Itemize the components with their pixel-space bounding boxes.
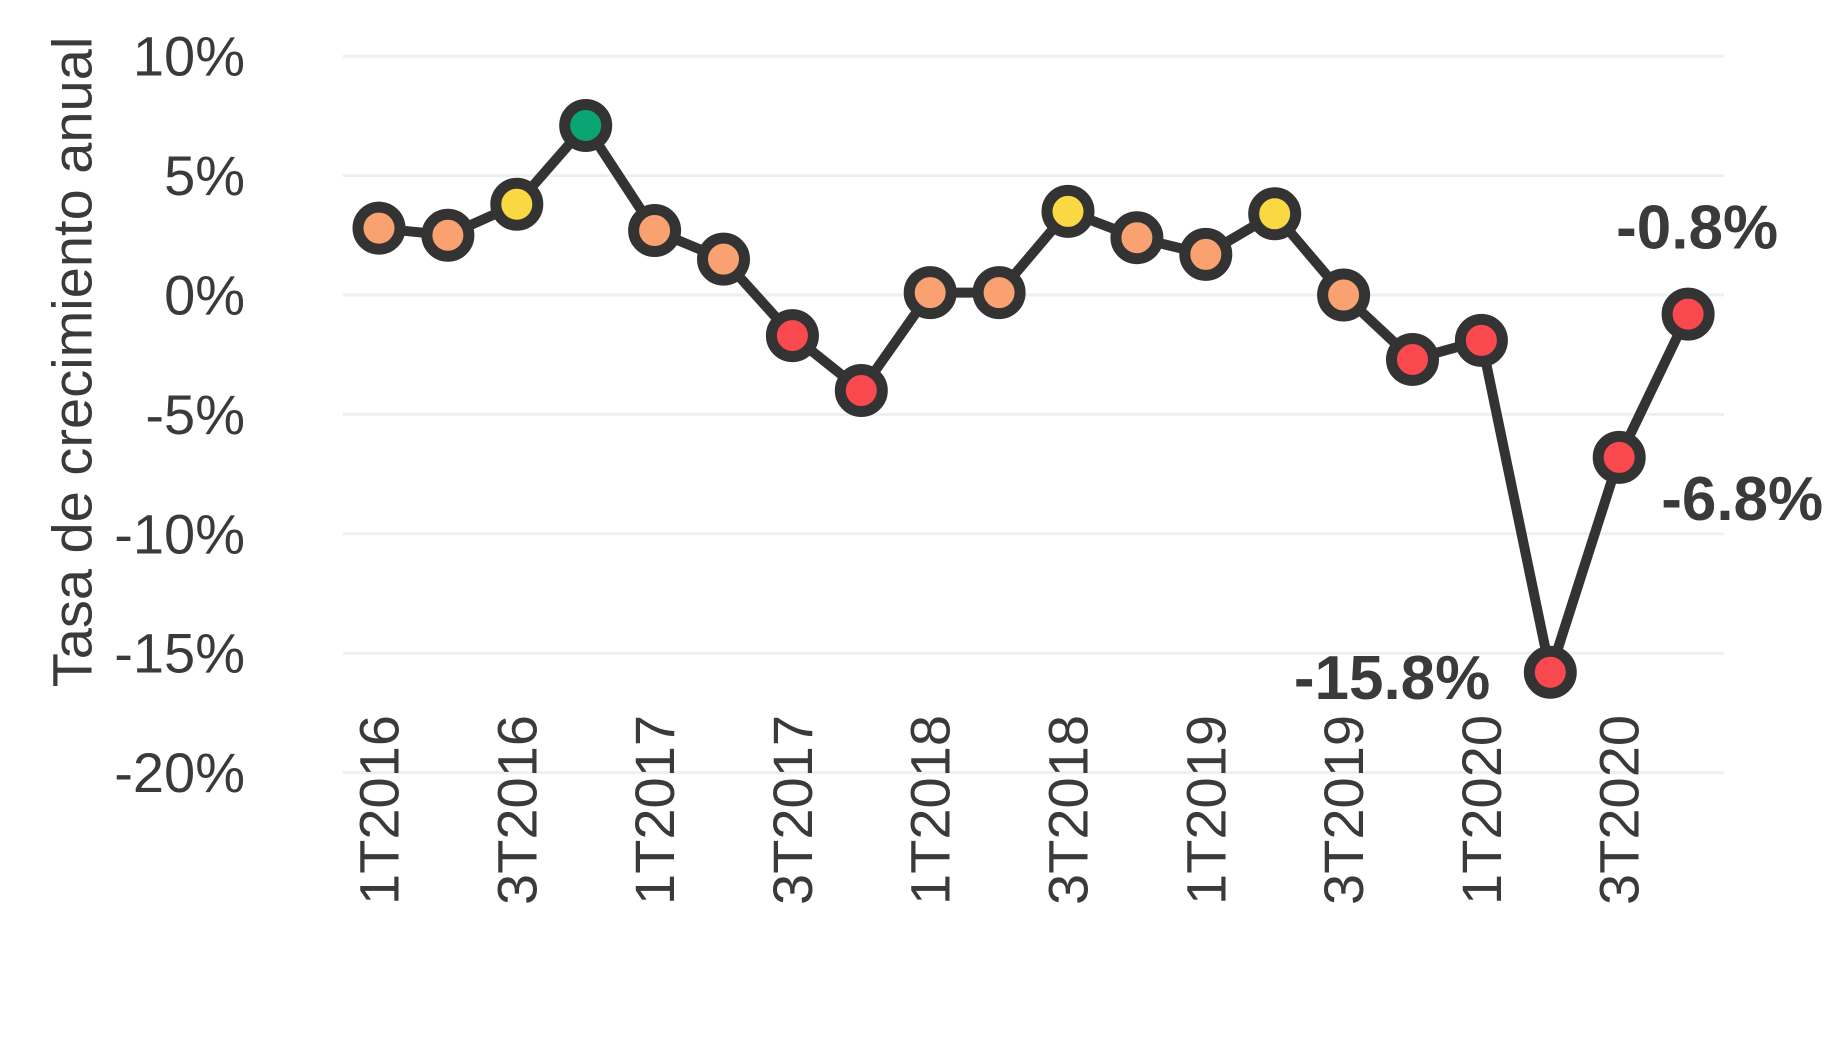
x-tick-label: 1T2018 [899, 715, 962, 905]
data-point-marker [1661, 287, 1715, 341]
x-tick-label: 1T2017 [623, 715, 686, 905]
y-tick-label: -20% [114, 741, 245, 804]
data-point-marker [628, 204, 682, 258]
y-tick-label: -10% [114, 502, 245, 565]
y-tick-label: 5% [164, 144, 245, 207]
point-annotation: -6.8% [1661, 465, 1823, 534]
x-tick-label: 1T2016 [348, 715, 411, 905]
y-tick-label: -15% [114, 622, 245, 685]
y-tick-label: -5% [145, 383, 245, 446]
x-tick-label: 3T2019 [1312, 715, 1375, 905]
data-point-marker [490, 177, 544, 231]
x-tick-label: 3T2018 [1037, 715, 1100, 905]
data-point-marker [421, 208, 475, 262]
data-point-marker [1523, 645, 1577, 699]
x-tick-label: 3T2017 [761, 715, 824, 905]
data-point-marker [972, 266, 1026, 320]
point-annotation: -15.8% [1294, 644, 1490, 713]
data-point-marker [1041, 184, 1095, 238]
data-point-marker [1179, 227, 1233, 281]
data-point-marker [559, 98, 613, 152]
y-tick-label: 10% [133, 25, 245, 88]
point-annotation: -0.8% [1616, 194, 1778, 263]
x-tick-label: 1T2020 [1450, 715, 1513, 905]
y-axis-title: Tasa de crecimiento anual [41, 37, 104, 688]
data-point-marker [903, 266, 957, 320]
data-point-marker [1386, 332, 1439, 386]
data-point-marker [1317, 268, 1371, 322]
data-line [374, 120, 1694, 678]
data-point-marker [1248, 187, 1302, 241]
data-point-marker [834, 364, 888, 418]
data-point-marker [352, 201, 406, 255]
y-tick-label: 0% [164, 264, 245, 327]
data-point-marker [697, 232, 750, 286]
data-point-marker [1592, 430, 1646, 484]
x-tick-label: 3T2020 [1588, 715, 1651, 905]
x-tick-label: 3T2016 [485, 715, 548, 905]
x-tick-label: 1T2019 [1174, 715, 1237, 905]
data-point-marker [1110, 211, 1164, 265]
data-point-marker [765, 309, 819, 363]
data-point-marker [1454, 313, 1508, 367]
